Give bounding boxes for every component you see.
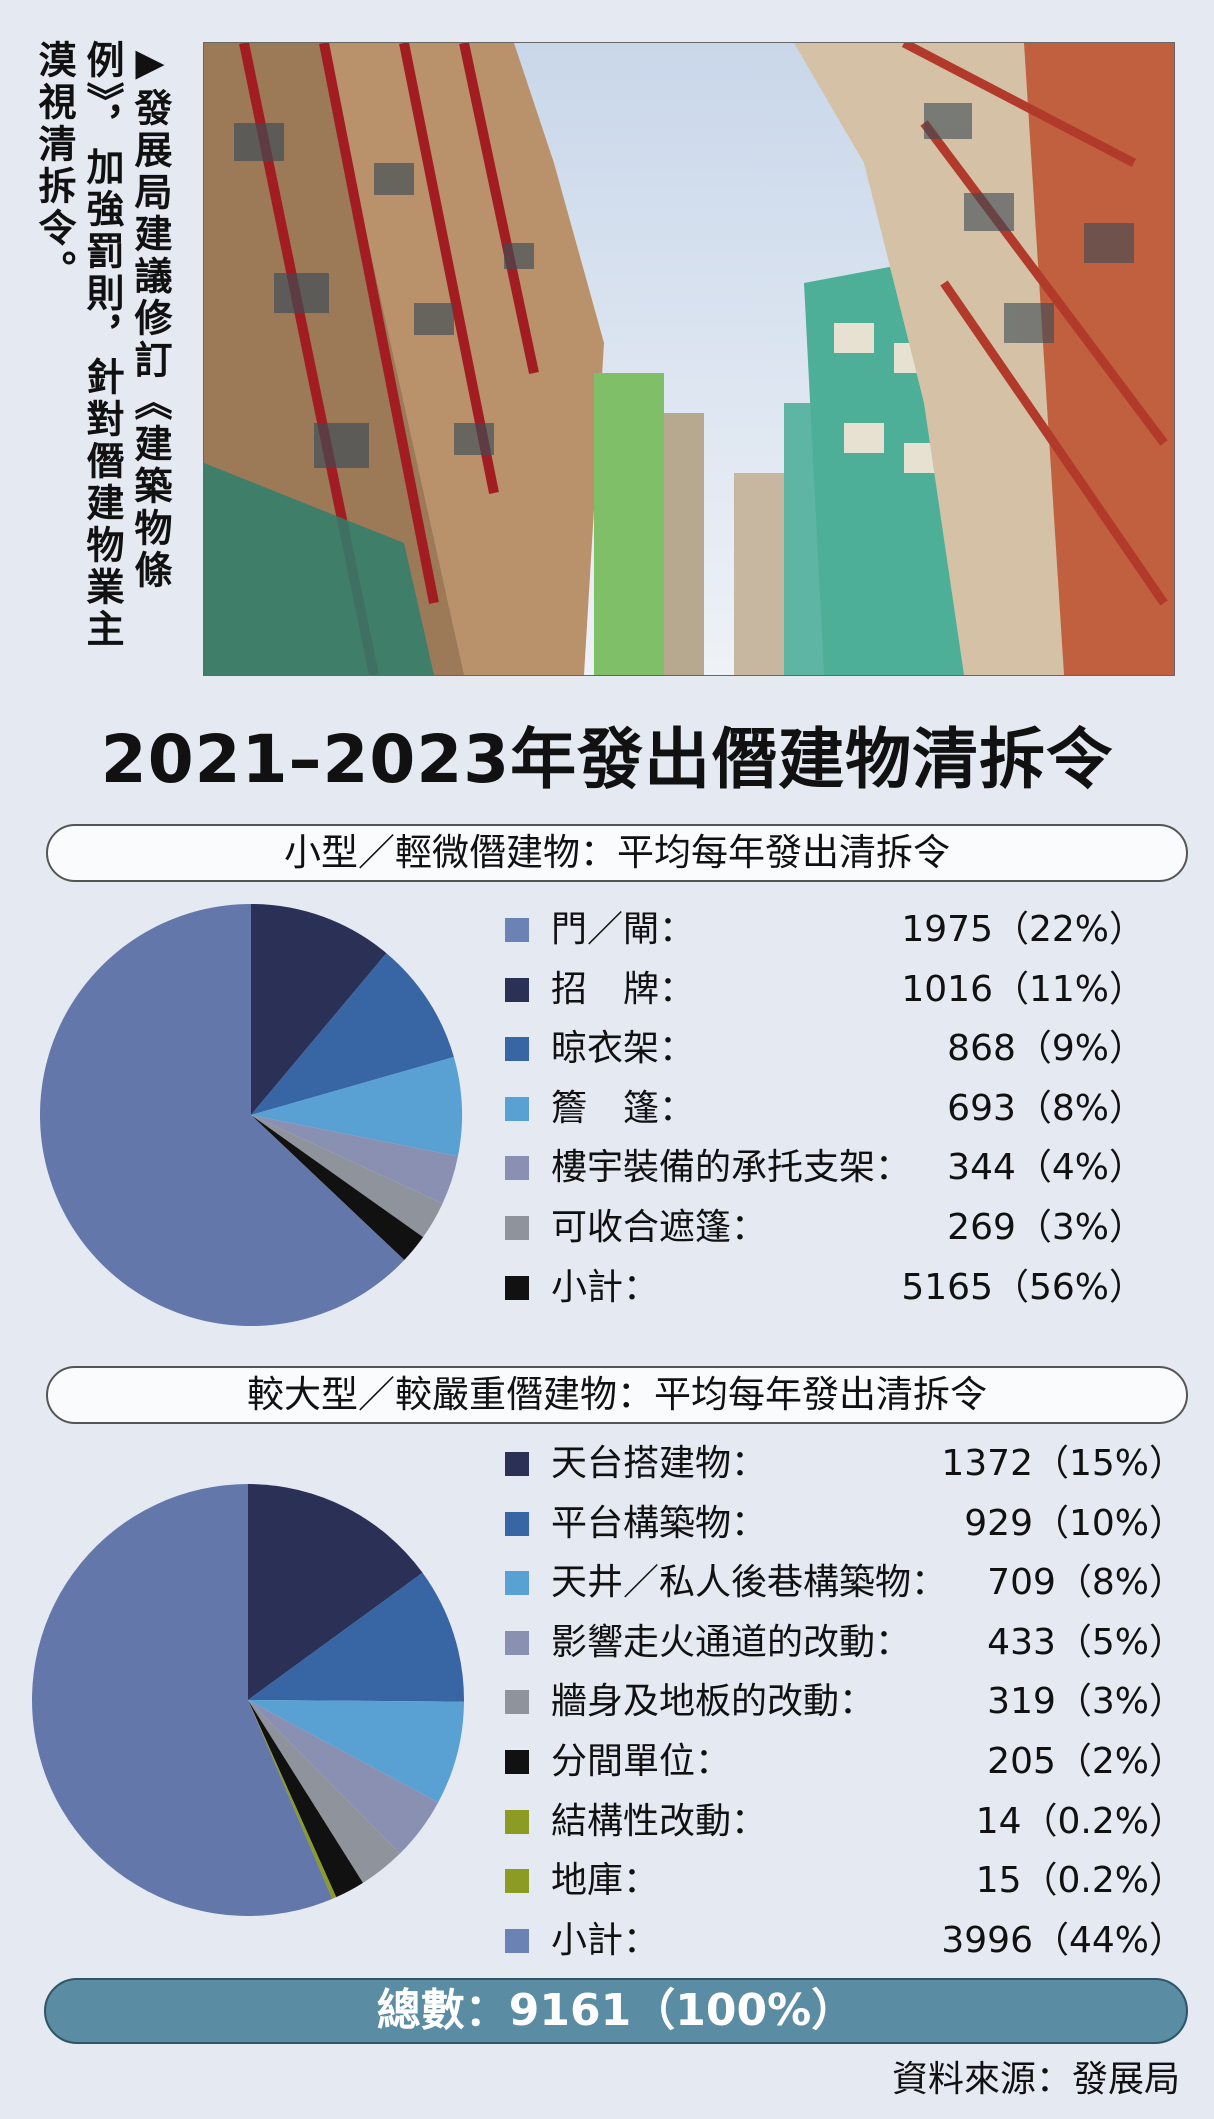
pie-slice: [248, 1700, 337, 1899]
legend-swatch: [505, 1928, 529, 1953]
pie-slice: [248, 1700, 363, 1898]
legend-swatch: [505, 1690, 529, 1715]
legend-item: 天井／私人後巷構築物： 709（8%）: [505, 1553, 1185, 1613]
legend-swatch: [505, 1511, 529, 1536]
legend-item: 天台搭建物： 1372（15%）: [505, 1434, 1185, 1494]
legend-swatch: [505, 1630, 529, 1655]
legend-label: 牆身及地板的改動：: [551, 1681, 876, 1723]
legend-value: 269（3%）: [947, 1206, 1145, 1248]
legend-value: 1372（15%）: [941, 1443, 1185, 1484]
legend-label: 樓宇裝備的承托支架：: [551, 1147, 912, 1189]
legend-swatch: [505, 1452, 529, 1476]
legend-item: 牆身及地板的改動： 319（3%）: [505, 1672, 1185, 1732]
legend-swatch: [505, 977, 529, 1002]
legend-label: 小計：: [551, 1919, 660, 1961]
pie-slice: [251, 1115, 458, 1204]
legend-value: 15（0.2%）: [975, 1860, 1185, 1902]
legend-item: 地庫： 15（0.2%）: [505, 1851, 1185, 1911]
chart-title: 2021–2023年發出僭建物清拆令: [100, 721, 1114, 798]
legend-minor: 門／閘： 1975（22%） 招 牌： 1016（11%） 晾衣架： 868（9%） 簷 篷…: [505, 900, 1185, 1317]
legend-swatch: [505, 1096, 529, 1121]
legend-item: 結構性改動： 14（0.2%）: [505, 1792, 1185, 1852]
legend-swatch: [505, 1275, 529, 1300]
pie-chart-minor: [39, 904, 462, 1326]
legend-label: 影響走火通道的改動：: [551, 1621, 912, 1663]
pie-slice: [248, 1700, 464, 1803]
pie-slice: [251, 1115, 443, 1238]
legend-label: 晾衣架：: [551, 1028, 696, 1070]
pie-slice: [251, 1056, 462, 1157]
buildings-illustration: [204, 43, 1174, 675]
legend-item: 簷 篷： 693（8%）: [505, 1079, 1185, 1139]
pie-slice: [248, 1572, 464, 1702]
photo-caption: ▶發展局建議修訂《建築物條例》，加強罰則，針對僭建物業主漠視清拆令。: [32, 40, 172, 651]
pie-slice: [248, 1700, 439, 1854]
legend-value: 868（9%）: [947, 1028, 1145, 1070]
legend-swatch: [505, 1869, 529, 1894]
legend-item: 小計： 3996（44%）: [505, 1911, 1185, 1971]
pie-slice: [251, 904, 387, 1115]
pie-slice: [251, 953, 454, 1115]
pie-slice: [248, 1700, 400, 1883]
legend-value: 1975（22%）: [901, 909, 1145, 950]
legend-label: 簷 篷：: [551, 1087, 696, 1129]
legend-swatch: [505, 1156, 529, 1181]
legend-item: 小計： 5165（56%）: [505, 1258, 1185, 1318]
legend-value: 344（4%）: [947, 1147, 1145, 1189]
pie-slice: [248, 1484, 423, 1700]
legend-item: 可收合遮篷： 269（3%）: [505, 1198, 1185, 1258]
total-bar: 總數：9161（100%）: [44, 1978, 1188, 2044]
legend-label: 地庫：: [551, 1860, 660, 1902]
legend-item: 平台構築物： 929（10%）: [505, 1494, 1185, 1554]
legend-item: 晾衣架： 868（9%）: [505, 1019, 1185, 1079]
legend-swatch: [505, 1215, 529, 1240]
pie-chart-major: [31, 1484, 464, 1916]
legend-value: 709（8%）: [987, 1562, 1185, 1604]
source-note: 資料來源：發展局: [891, 2059, 1180, 2100]
legend-value: 14（0.2%）: [975, 1800, 1185, 1842]
legend-label: 平台構築物：: [551, 1502, 768, 1544]
legend-swatch: [505, 1571, 529, 1596]
pie-slice: [31, 1484, 333, 1916]
legend-value: 433（5%）: [987, 1621, 1185, 1663]
legend-value: 3996（44%）: [941, 1919, 1185, 1961]
section-header-minor: 小型／輕微僭建物：平均每年發出清拆令: [46, 824, 1188, 882]
legend-value: 693（8%）: [947, 1087, 1145, 1129]
legend-item: 門／閘： 1975（22%）: [505, 900, 1185, 960]
legend-item: 分間單位： 205（2%）: [505, 1732, 1185, 1792]
legend-label: 結構性改動：: [551, 1800, 768, 1842]
pie-slice: [251, 1115, 424, 1261]
legend-item: 樓宇裝備的承托支架： 344（4%）: [505, 1138, 1185, 1198]
section-header-major: 較大型／較嚴重僭建物：平均每年發出清拆令: [46, 1366, 1188, 1424]
legend-value: 319（3%）: [987, 1681, 1185, 1723]
legend-value: 1016（11%）: [901, 968, 1145, 1010]
legend-item: 影響走火通道的改動： 433（5%）: [505, 1613, 1185, 1673]
legend-item: 招 牌： 1016（11%）: [505, 960, 1185, 1020]
legend-label: 可收合遮篷：: [551, 1206, 768, 1248]
legend-swatch: [505, 1037, 529, 1062]
street-photo: [203, 42, 1175, 676]
legend-swatch: [505, 1749, 529, 1774]
legend-value: 5165（56%）: [901, 1266, 1145, 1308]
legend-major: 天台搭建物： 1372（15%） 平台構築物： 929（10%） 天井／私人後巷構築物：…: [505, 1434, 1185, 1970]
legend-label: 招 牌：: [551, 968, 696, 1010]
legend-swatch: [505, 918, 529, 942]
legend-label: 門／閘：: [551, 909, 696, 950]
legend-label: 天井／私人後巷構築物：: [551, 1562, 948, 1604]
legend-swatch: [505, 1809, 529, 1834]
legend-value: 929（10%）: [964, 1502, 1185, 1544]
legend-label: 小計：: [551, 1266, 660, 1308]
legend-label: 分間單位：: [551, 1740, 732, 1782]
pie-slice: [39, 904, 405, 1326]
legend-value: 205（2%）: [987, 1740, 1185, 1782]
legend-label: 天台搭建物：: [551, 1443, 768, 1484]
